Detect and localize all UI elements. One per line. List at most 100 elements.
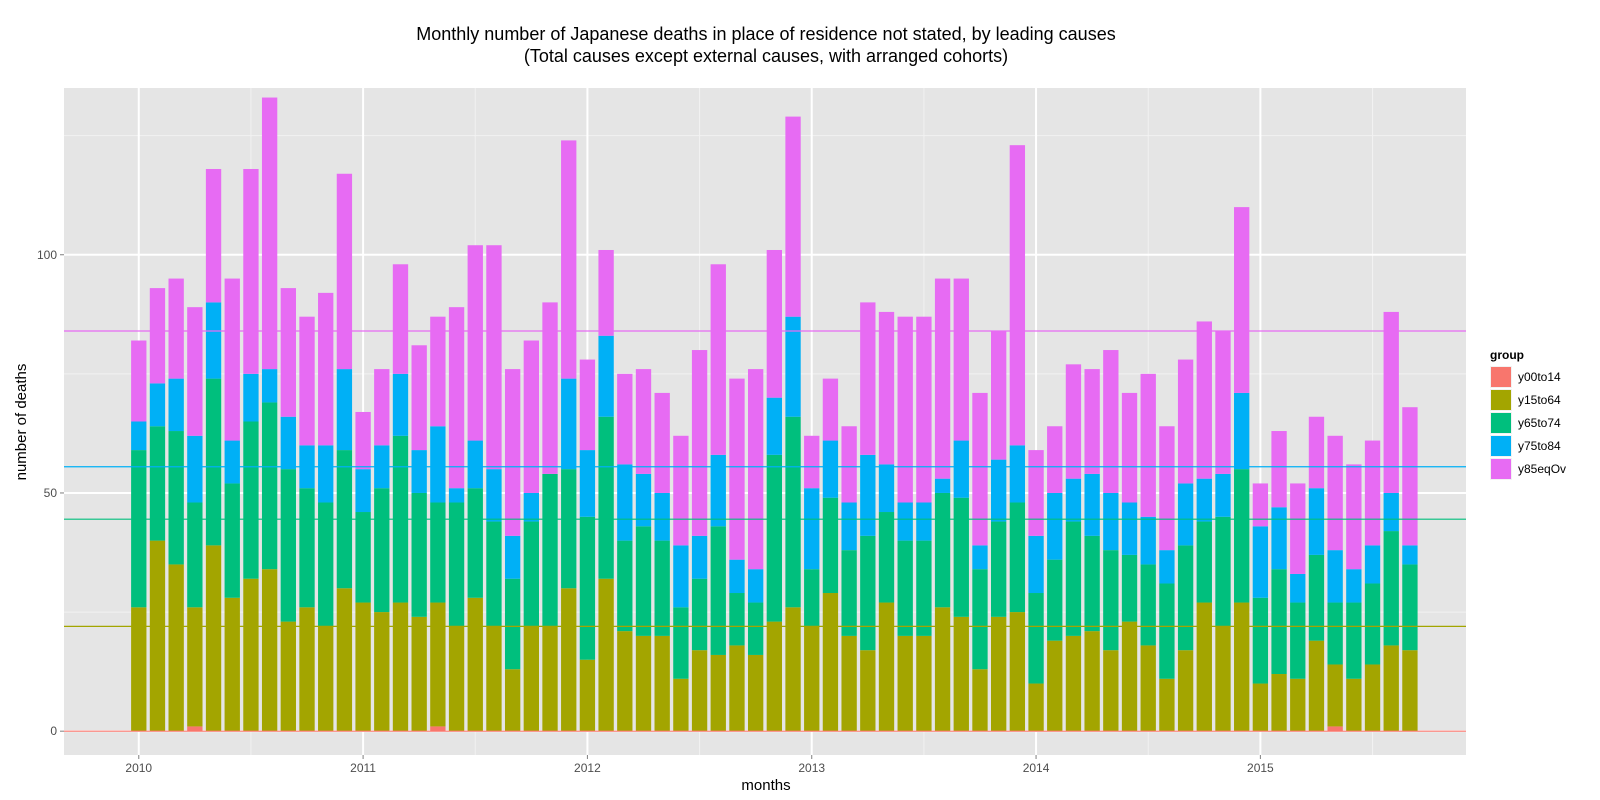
- bar-segment-y65to74: [542, 473, 558, 627]
- bar-segment-y65to74: [766, 454, 783, 622]
- bar-segment-y15to64: [1028, 683, 1044, 732]
- bar-segment-y15to64: [766, 621, 783, 732]
- bar-segment-y85eqOv: [355, 411, 371, 470]
- bar-segment-y65to74: [1009, 502, 1026, 613]
- bar-segment-y65to74: [729, 593, 745, 646]
- bar-segment-y85eqOv: [486, 245, 502, 470]
- bar-segment-y00to14: [187, 726, 203, 732]
- bar-segment-y85eqOv: [1140, 373, 1156, 517]
- bar-segment-y85eqOv: [1084, 369, 1100, 474]
- bar-segment-y15to64: [205, 545, 222, 732]
- bar-segment-y85eqOv: [785, 116, 801, 317]
- bar-segment-y15to64: [224, 597, 240, 732]
- bar-segment-y65to74: [411, 492, 427, 617]
- bar-segment-y65to74: [916, 540, 932, 636]
- bar-segment-y65to74: [1383, 531, 1399, 646]
- bar-segment-y85eqOv: [822, 378, 839, 441]
- bar-segment-y65to74: [1084, 535, 1100, 632]
- bar-segment-y65to74: [280, 469, 296, 622]
- bar-segment-y85eqOv: [1308, 416, 1325, 489]
- bar-segment-y85eqOv: [617, 373, 633, 465]
- bar-segment-y85eqOv: [261, 97, 278, 370]
- bar-segment-y75to84: [280, 416, 296, 470]
- bar-segment-y85eqOv: [1383, 311, 1399, 493]
- bar-segment-y15to64: [1103, 650, 1119, 732]
- bar-segment-y75to84: [467, 440, 483, 489]
- bar-segment-y75to84: [1140, 516, 1156, 565]
- bar-segment-y65to74: [486, 521, 502, 627]
- bar-segment-y85eqOv: [1215, 330, 1231, 474]
- bar-segment-y75to84: [205, 302, 222, 379]
- x-tick-label: 2010: [125, 761, 152, 775]
- bar-segment-y85eqOv: [1047, 426, 1063, 493]
- bar-segment-y85eqOv: [336, 173, 353, 370]
- bar-segment-y85eqOv: [878, 311, 895, 465]
- x-axis-title: months: [741, 777, 790, 794]
- reference-lines: [64, 330, 1466, 732]
- bar-segment-y75to84: [261, 369, 278, 403]
- bar-segment-y15to64: [1065, 635, 1082, 732]
- legend-swatch-y85eqOv: [1491, 459, 1511, 479]
- bar-segment-y85eqOv: [1327, 435, 1343, 551]
- bar-segment-y75to84: [673, 545, 689, 608]
- bar-segment-y15to64: [1252, 683, 1269, 732]
- bar-segment-y75to84: [1196, 478, 1212, 522]
- bar-segment-y85eqOv: [318, 292, 334, 446]
- bar-segment-y75to84: [1159, 550, 1175, 584]
- bars-layer: [131, 97, 1418, 732]
- bar-segment-y75to84: [691, 535, 708, 579]
- bar-segment-y85eqOv: [411, 345, 427, 451]
- y-axis-title: number of deaths: [13, 364, 30, 481]
- bar-segment-y65to74: [972, 569, 988, 670]
- bar-segment-y75to84: [953, 440, 969, 498]
- axis-layer: 2010 2011 2012 2013 2014 2015 0 50 100: [37, 248, 1274, 775]
- bar-segment-y85eqOv: [841, 426, 857, 503]
- bar-segment-y15to64: [822, 593, 839, 732]
- y-tick-label: 50: [44, 486, 58, 500]
- bar-segment-y65to74: [1308, 554, 1325, 641]
- bar-segment-y15to64: [131, 607, 147, 732]
- bar-segment-y15to64: [1121, 621, 1138, 732]
- bar-segment-y75to84: [747, 569, 764, 603]
- bar-segment-y85eqOv: [392, 264, 409, 374]
- bar-segment-y85eqOv: [1065, 364, 1082, 479]
- bar-segment-y75to84: [860, 454, 876, 536]
- bar-segment-y15to64: [1364, 664, 1381, 732]
- bar-segment-y85eqOv: [1290, 483, 1306, 574]
- bar-segment-y65to74: [168, 431, 184, 565]
- bar-segment-y75to84: [1402, 545, 1418, 565]
- bar-segment-y15to64: [1290, 678, 1306, 732]
- bar-segment-y75to84: [710, 454, 726, 527]
- bar-segment-y85eqOv: [149, 288, 166, 384]
- bar-segment-y85eqOv: [374, 369, 390, 446]
- bar-segment-y75to84: [168, 378, 184, 432]
- x-tick-label: 2014: [1023, 761, 1050, 775]
- bar-segment-y15to64: [841, 635, 857, 732]
- bar-segment-y85eqOv: [673, 435, 689, 546]
- bar-segment-y65to74: [1196, 521, 1212, 603]
- bar-segment-y75to84: [430, 426, 446, 503]
- bar-segment-y65to74: [261, 402, 278, 570]
- bar-segment-y85eqOv: [1177, 359, 1194, 484]
- bar-segment-y85eqOv: [1271, 431, 1287, 508]
- bar-segment-y65to74: [1121, 554, 1138, 622]
- bar-segment-y75to84: [486, 469, 502, 522]
- bar-segment-y75to84: [355, 469, 371, 513]
- legend-label: y65to74: [1518, 416, 1561, 430]
- bar-segment-y15to64: [299, 607, 315, 732]
- bar-segment-y75to84: [841, 502, 857, 551]
- bar-segment-y75to84: [654, 492, 670, 541]
- bar-segment-y85eqOv: [991, 330, 1007, 460]
- bar-segment-y85eqOv: [448, 307, 465, 489]
- legend-swatch-y00to14: [1491, 367, 1511, 387]
- bar-segment-y15to64: [187, 607, 203, 727]
- bar-segment-y85eqOv: [710, 264, 726, 455]
- bar-segment-y75to84: [729, 559, 745, 594]
- bar-segment-y85eqOv: [1028, 450, 1044, 536]
- bar-segment-y15to64: [860, 650, 876, 732]
- bar-segment-y65to74: [299, 488, 315, 608]
- bar-segment-y85eqOv: [1103, 350, 1119, 493]
- bar-segment-y65to74: [897, 540, 913, 636]
- bar-segment-y85eqOv: [804, 435, 820, 489]
- bar-segment-y85eqOv: [953, 278, 969, 441]
